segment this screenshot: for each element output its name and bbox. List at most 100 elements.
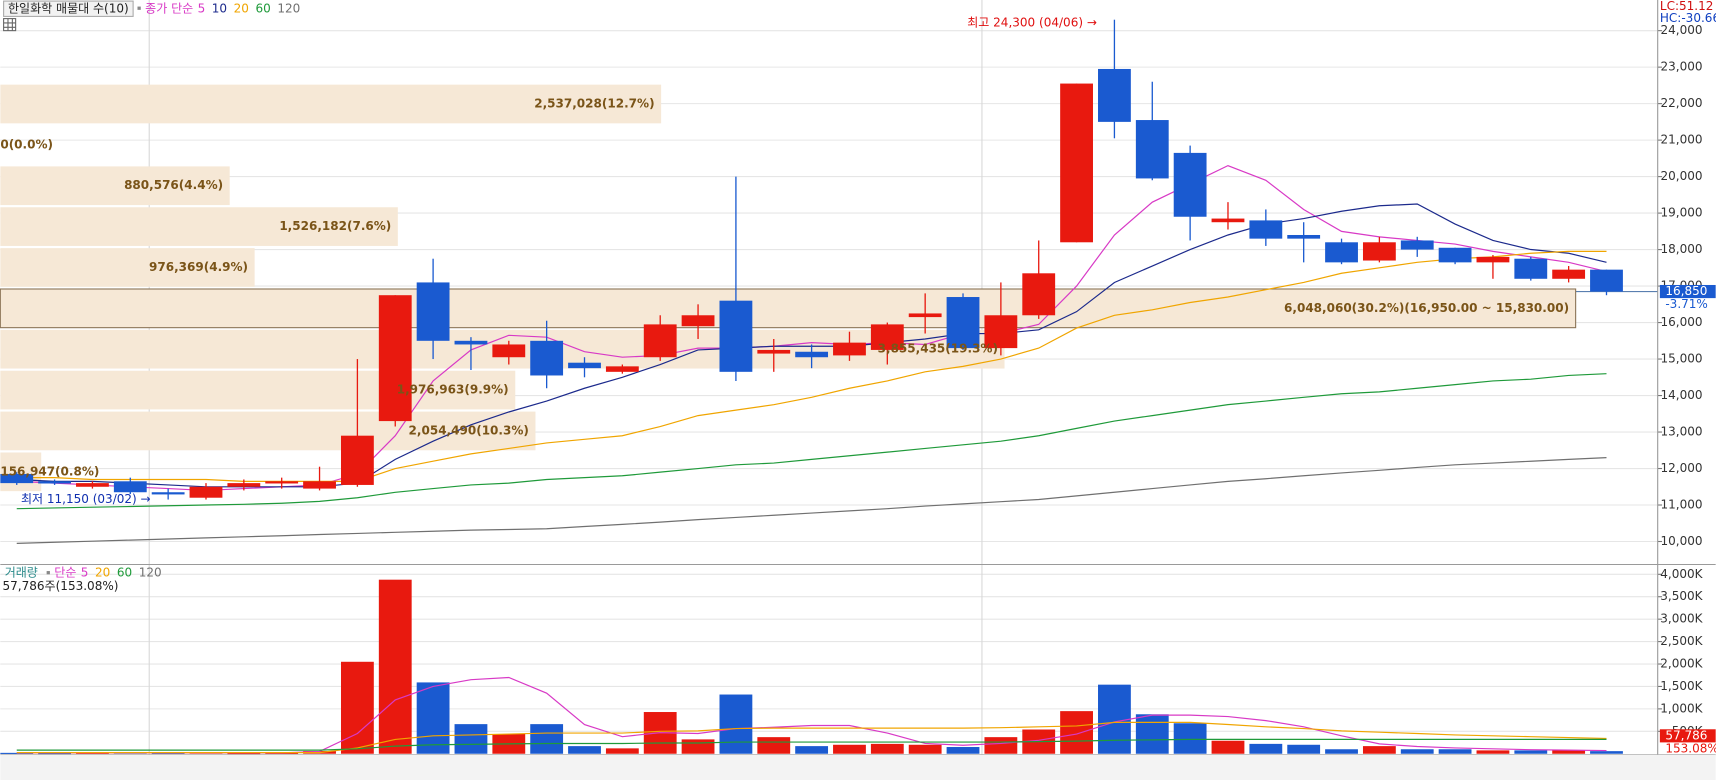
legend-title-box[interactable] xyxy=(3,0,134,17)
y-tick-label: 23,000 xyxy=(1660,60,1702,74)
volume-bar xyxy=(1476,750,1510,754)
volume-bar xyxy=(38,753,71,755)
candle-body xyxy=(795,351,829,358)
volume-profile-label: 6,048,060(30.2%)(16,950.00 ~ 15,830.00) xyxy=(1284,301,1569,315)
volume-profile-bar xyxy=(0,411,536,451)
volume-bar xyxy=(378,579,412,754)
volume-profile-label: 156,947(0.8%) xyxy=(0,464,99,478)
grid-icon-lines xyxy=(3,18,16,31)
candle-body xyxy=(719,300,753,372)
candle-body xyxy=(1249,220,1283,239)
candle-body xyxy=(643,324,677,358)
volume-bar xyxy=(340,661,374,754)
volume-bar xyxy=(1287,744,1321,754)
volume-bar xyxy=(605,748,639,754)
volume-profile-label: 1,976,963(9.9%) xyxy=(397,383,509,397)
grid-icon[interactable] xyxy=(3,18,17,32)
volume-bar xyxy=(1552,750,1586,754)
volume-bar xyxy=(454,724,488,754)
y-tick-label: 16,000 xyxy=(1660,315,1702,329)
legend-marker xyxy=(46,571,50,575)
legend-entry: 120 xyxy=(277,1,300,15)
last-price-tag xyxy=(1659,284,1716,299)
volume-profile-label: 3,855,435(19.3%) xyxy=(878,342,998,356)
volume-profile-label: 2,054,490(10.3%) xyxy=(409,423,529,437)
candle-body xyxy=(492,344,526,358)
candle-body xyxy=(454,340,488,345)
candle-body xyxy=(833,342,866,356)
indicator-label: HC:-30.66 xyxy=(1660,11,1716,25)
y-tick-label: 15,000 xyxy=(1660,352,1702,366)
volume-profile-bar xyxy=(0,288,1577,329)
legend-title: 거래량 xyxy=(5,566,38,580)
candle-body xyxy=(681,315,715,327)
volume-bar xyxy=(1098,684,1131,754)
y-tick-label: 13,000 xyxy=(1660,425,1702,439)
volume-profile-label: 976,369(4.9%) xyxy=(149,260,248,274)
candle-body xyxy=(1552,269,1586,279)
legend-entry: 60 xyxy=(117,566,132,580)
y-tick-label: 12,000 xyxy=(1660,461,1702,475)
y-tick-label: 4,000K xyxy=(1660,567,1703,581)
candle-body xyxy=(265,481,299,484)
volume-bar xyxy=(1325,749,1358,754)
legend-entry: 20 xyxy=(95,566,110,580)
volume-profile-label: 1,526,182(7.6%) xyxy=(279,219,391,233)
candle-body xyxy=(1438,247,1472,263)
y-tick-label: 19,000 xyxy=(1660,206,1702,220)
volume-bar xyxy=(1400,749,1434,754)
y-tick-label: 11,000 xyxy=(1660,498,1702,512)
volume-profile-label: 0(0.0%) xyxy=(0,137,53,151)
candle-body xyxy=(76,483,109,487)
volume-profile-bar xyxy=(0,166,230,206)
y-tick-label: 2,500K xyxy=(1660,634,1703,648)
y-tick-label: 1,000K xyxy=(1660,701,1703,715)
grid-icon-box[interactable] xyxy=(3,18,17,32)
candle-body xyxy=(1362,242,1396,261)
candle-body xyxy=(870,324,904,350)
candle-body xyxy=(340,435,374,485)
y-tick-label: 10,000 xyxy=(1660,534,1702,548)
volume-profile-bar xyxy=(0,207,398,246)
volume-bar xyxy=(1060,711,1093,754)
marks-layer xyxy=(0,19,1623,755)
y-tick-label: 21,000 xyxy=(1660,133,1702,147)
moving-average-line xyxy=(16,738,1607,751)
volume-profile-bar xyxy=(0,84,662,124)
candle-body xyxy=(1173,152,1207,217)
volume-bar xyxy=(870,743,904,754)
legend-entry: 5 xyxy=(81,566,89,580)
volume-profile-bar xyxy=(0,370,516,410)
candle-body xyxy=(0,473,34,484)
candle-body xyxy=(1135,120,1169,179)
volume-bar xyxy=(1438,749,1472,754)
volume-profile-label: 2,537,028(12.7%) xyxy=(534,96,654,110)
y-tick-label: 1,500K xyxy=(1660,679,1703,693)
moving-average-line xyxy=(16,373,1607,510)
y-tick-label: 24,000 xyxy=(1660,23,1702,37)
volume-summary: 57,786주(153.08%) xyxy=(3,579,119,593)
candle-body xyxy=(1325,242,1358,263)
candle-body xyxy=(1022,273,1056,316)
annotation: 최고 24,300 (04/06) → xyxy=(967,15,1097,29)
y-tick-label: 3,500K xyxy=(1660,589,1703,603)
annotation: 최저 11,150 (03/02) → xyxy=(21,492,151,506)
volume-bar xyxy=(1514,750,1548,754)
volume-profile-label: 880,576(4.4%) xyxy=(124,178,223,192)
volume-bar xyxy=(416,682,450,754)
candle-body xyxy=(1098,68,1131,122)
moving-average-line xyxy=(16,721,1607,754)
volume-bar xyxy=(1211,740,1245,754)
volume-bar xyxy=(681,739,715,754)
candle-body xyxy=(1400,240,1434,250)
candle-body xyxy=(303,481,336,489)
y-tick-label: 22,000 xyxy=(1660,96,1702,110)
volume-bar xyxy=(530,724,564,754)
volume-bar xyxy=(1135,714,1169,754)
candle-body xyxy=(1287,234,1321,239)
volume-bar xyxy=(908,744,942,754)
candle-body xyxy=(227,483,261,487)
volume-bar xyxy=(984,737,1018,754)
